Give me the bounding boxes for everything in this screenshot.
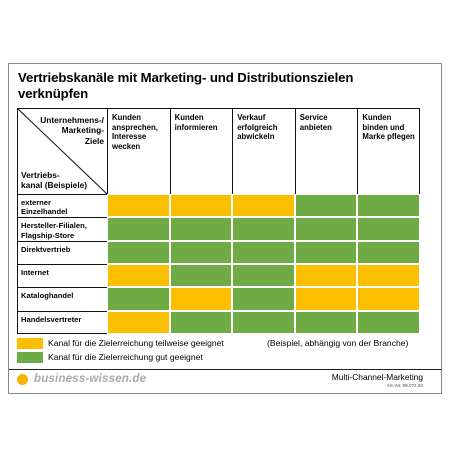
- rating-cell-gut: [169, 310, 233, 334]
- column-header: Kunden ansprechen, Interesse wecken: [112, 113, 158, 151]
- branch-note: (Beispiel, abhängig von der Branche): [267, 338, 409, 348]
- corner-header-channels: Vertriebs- kanal (Beispiele): [21, 170, 88, 191]
- rating-cell-gut: [294, 194, 358, 218]
- rating-cell-gut: [107, 217, 170, 241]
- rating-cell-gut: [107, 240, 170, 264]
- column-header: Service anbieten: [299, 113, 332, 132]
- rating-cell-teilweise: [357, 287, 420, 311]
- rating-cell-gut: [169, 240, 233, 264]
- rating-cell-gut: [232, 240, 295, 264]
- rating-cell-teilweise: [294, 287, 358, 311]
- row-label: externer Einzelhandel: [21, 198, 68, 217]
- legend-label-gut: Kanal für die Zielerreichung gut geeigne…: [48, 352, 203, 362]
- column-header: Kunden binden und Marke pflegen: [362, 113, 415, 142]
- corner-header-goals: Unternehmens-/ Marketing- Ziele: [40, 115, 104, 146]
- row-label: Handelsvertreter: [21, 314, 82, 324]
- legend-label-teilweise: Kanal für die Zielerreichung teilweise g…: [48, 338, 224, 348]
- row-label: Kataloghandel: [21, 291, 74, 301]
- footer-divider: [9, 369, 441, 370]
- row-label: Hersteller-Filialen, Flagship-Store: [21, 221, 87, 240]
- rating-cell-teilweise: [107, 264, 170, 288]
- row-label: Internet: [21, 268, 49, 277]
- rating-cell-gut: [107, 287, 170, 311]
- rating-cell-gut: [294, 240, 358, 264]
- legend-swatch-gut: [17, 352, 43, 363]
- rating-cell-gut: [294, 217, 358, 241]
- column-header: Kunden informieren: [174, 113, 218, 132]
- column-header: Verkauf erfolgreich abwickeln: [237, 113, 278, 142]
- rating-cell-gut: [357, 310, 420, 334]
- rating-cell-gut: [357, 194, 420, 218]
- rating-cell-gut: [232, 310, 295, 334]
- logo-dot-icon: [17, 374, 28, 385]
- rating-cell-teilweise: [357, 264, 420, 288]
- rating-cell-teilweise: [294, 264, 358, 288]
- rating-cell-gut: [169, 217, 233, 241]
- rating-cell-gut: [169, 264, 233, 288]
- legend-swatch-teilweise: [17, 338, 43, 349]
- brand-logo: business-wissen.de: [34, 373, 147, 385]
- article-number: Art.-Nr. 99.072.04: [386, 383, 423, 388]
- rating-cell-gut: [294, 310, 358, 334]
- rating-cell-teilweise: [107, 310, 170, 334]
- rating-cell-teilweise: [232, 194, 295, 218]
- page-title: Vertriebskanäle mit Marketing- und Distr…: [18, 70, 354, 101]
- footer-title: Multi-Channel-Marketing: [331, 372, 423, 382]
- rating-cell-gut: [357, 240, 420, 264]
- row-label: Direktvertrieb: [21, 244, 71, 254]
- rating-cell-gut: [232, 264, 295, 288]
- rating-cell-teilweise: [169, 194, 233, 218]
- rating-cell-teilweise: [107, 194, 170, 218]
- corner-diagonal: [17, 108, 107, 194]
- rating-cell-gut: [232, 287, 295, 311]
- rating-cell-gut: [232, 217, 295, 241]
- rating-cell-teilweise: [169, 287, 233, 311]
- rating-cell-gut: [357, 217, 420, 241]
